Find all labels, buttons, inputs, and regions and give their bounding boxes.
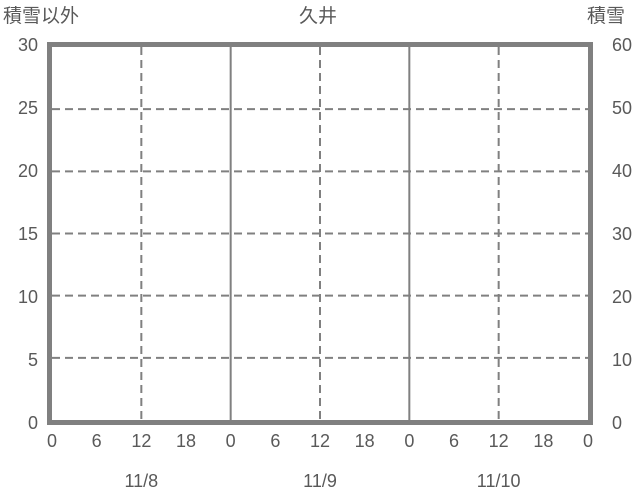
- y-axis-left-tick: 15: [17, 223, 38, 244]
- x-axis-date-label: 11/8: [124, 471, 159, 491]
- x-axis-hour-tick: 0: [404, 431, 415, 451]
- x-axis-hour-tick: 18: [175, 431, 197, 451]
- left-axis-title: 積雪以外: [3, 6, 80, 27]
- plot-area: [47, 42, 593, 425]
- x-axis-hour-tick: 6: [270, 431, 281, 451]
- x-axis-hour-tick: 18: [354, 431, 375, 451]
- y-axis-right-tick: 50: [612, 97, 633, 118]
- y-axis-left-tick: 25: [17, 97, 38, 118]
- x-axis-hour-tick: 6: [448, 431, 459, 451]
- y-axis-left-tick: 10: [17, 286, 38, 307]
- x-axis-hour-tick: 0: [225, 431, 236, 451]
- y-axis-right-tick: 20: [612, 286, 633, 307]
- y-axis-left-tick: 30: [17, 34, 38, 55]
- y-axis-left-tick: 20: [17, 160, 38, 181]
- y-axis-left-tick: 5: [27, 349, 38, 370]
- y-axis-right-tick: 10: [612, 349, 633, 370]
- x-axis-hour-tick: 0: [582, 431, 593, 451]
- x-axis-hour-tick: 12: [309, 431, 331, 451]
- x-axis-hour-tick: 12: [131, 431, 152, 451]
- y-axis-right-tick: 30: [612, 223, 633, 244]
- y-axis-right-tick: 40: [612, 160, 633, 181]
- gridlines: [52, 47, 588, 420]
- y-axis-right-tick: 0: [612, 412, 623, 433]
- x-axis-hour-tick: 18: [533, 431, 554, 451]
- x-axis-hour-tick: 0: [46, 431, 57, 451]
- x-axis-hour-tick: 12: [488, 431, 509, 451]
- chart-title: 久井: [298, 6, 337, 27]
- x-axis-hour-tick: 6: [91, 431, 102, 451]
- right-axis-title: 積雪: [586, 6, 625, 27]
- x-axis-date-label: 11/9: [303, 471, 337, 491]
- y-axis-right-tick: 60: [612, 34, 633, 55]
- y-axis-left-tick: 0: [27, 412, 38, 433]
- x-axis-date-label: 11/10: [476, 471, 521, 491]
